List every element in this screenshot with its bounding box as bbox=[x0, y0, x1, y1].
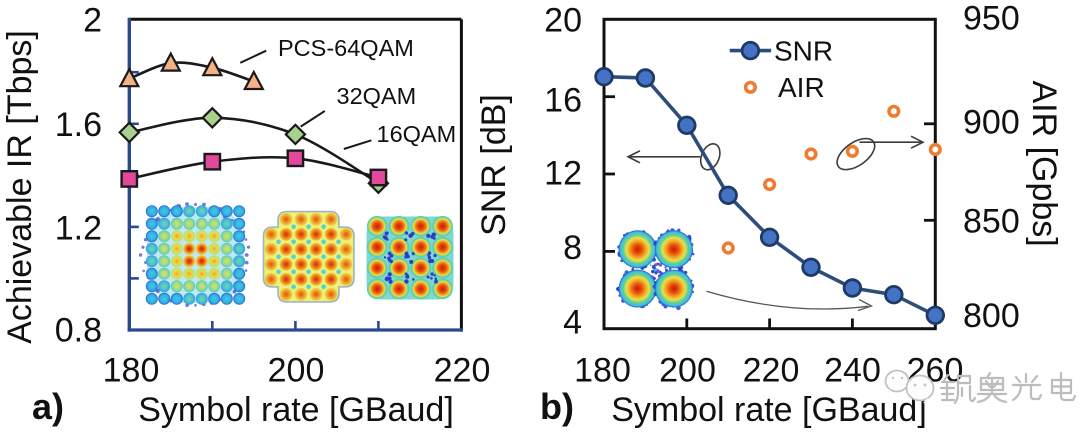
svg-text:240: 240 bbox=[824, 352, 881, 390]
svg-text:220: 220 bbox=[743, 352, 800, 390]
svg-text:SNR: SNR bbox=[774, 36, 833, 67]
svg-text:16: 16 bbox=[544, 82, 582, 120]
svg-text:a): a) bbox=[32, 386, 64, 427]
svg-text:16QAM: 16QAM bbox=[377, 121, 457, 147]
svg-text:200: 200 bbox=[268, 352, 325, 390]
svg-text:Achievable IR [Tbps]: Achievable IR [Tbps] bbox=[1, 30, 39, 344]
svg-text:32QAM: 32QAM bbox=[337, 83, 417, 109]
svg-text:Symbol rate [GBaud]: Symbol rate [GBaud] bbox=[611, 391, 927, 429]
svg-text:200: 200 bbox=[659, 352, 716, 390]
svg-text:20: 20 bbox=[544, 1, 582, 39]
svg-text:SNR [dB]: SNR [dB] bbox=[475, 94, 513, 236]
svg-text:800: 800 bbox=[963, 297, 1020, 335]
svg-text:4: 4 bbox=[563, 304, 582, 342]
svg-text:1.6: 1.6 bbox=[55, 106, 102, 144]
svg-text:AIR: AIR bbox=[778, 72, 825, 103]
svg-text:900: 900 bbox=[963, 103, 1020, 141]
svg-text:8: 8 bbox=[563, 229, 582, 267]
svg-text:850: 850 bbox=[963, 202, 1020, 240]
svg-text:b): b) bbox=[540, 386, 574, 427]
svg-text:PCS-64QAM: PCS-64QAM bbox=[278, 35, 414, 61]
svg-text:180: 180 bbox=[103, 352, 160, 390]
svg-text:1.2: 1.2 bbox=[55, 209, 102, 247]
svg-text:12: 12 bbox=[544, 155, 582, 193]
svg-text:AIR [Gpbs]: AIR [Gpbs] bbox=[1025, 80, 1063, 246]
svg-text:950: 950 bbox=[963, 0, 1020, 37]
svg-text:Symbol rate [GBaud]: Symbol rate [GBaud] bbox=[138, 391, 454, 429]
svg-text:180: 180 bbox=[574, 352, 631, 390]
svg-text:220: 220 bbox=[434, 352, 491, 390]
svg-text:2: 2 bbox=[83, 1, 102, 39]
svg-text:0.8: 0.8 bbox=[55, 311, 102, 349]
